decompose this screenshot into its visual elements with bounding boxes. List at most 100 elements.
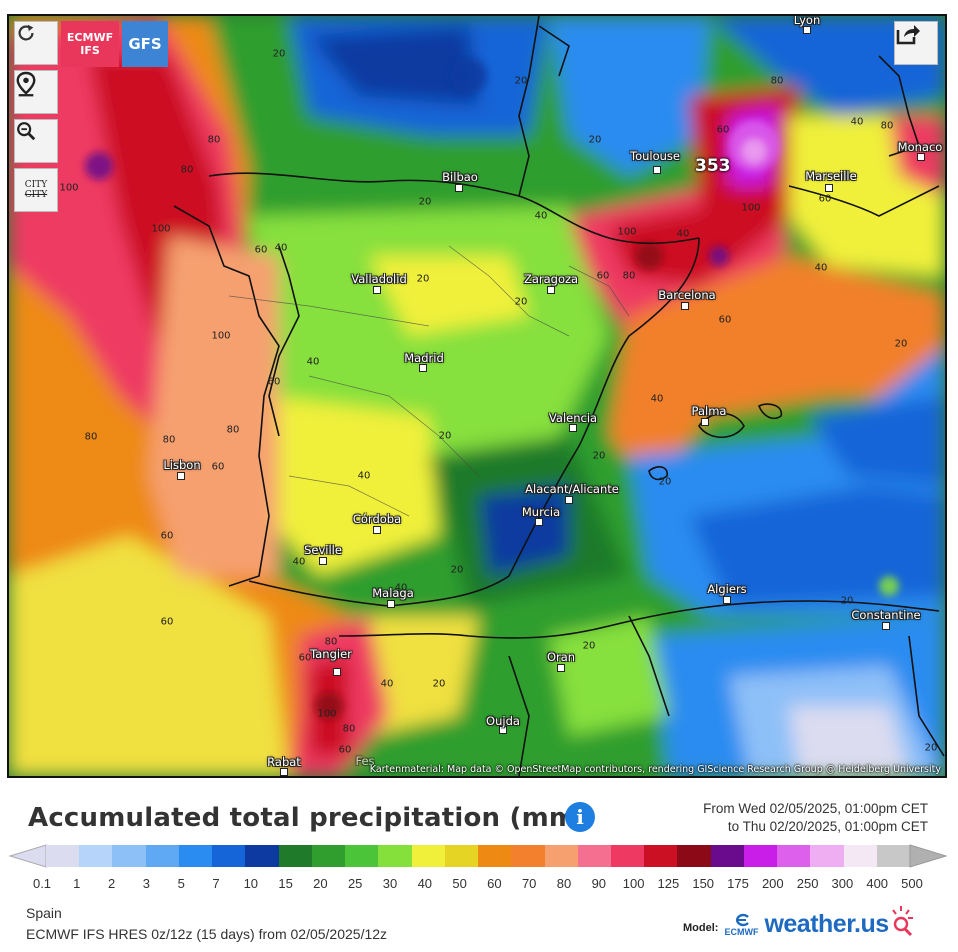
color-swatch [777,845,811,867]
scale-tick-label: 400 [866,876,889,891]
city-label: Madrid [404,351,444,365]
zoom-out-button[interactable] [14,119,58,163]
color-swatch [644,845,678,867]
contour-label: 20 [272,48,286,60]
city-marker [803,26,811,34]
contour-label: 80 [880,120,894,132]
contour-label: 40 [676,228,690,240]
contour-label: 20 [514,75,528,87]
city-label: Monaco [897,140,943,154]
color-scale-ticks: 0.1 1 2 3 5 7 10 15 20 25 30 40 50 60 70 80 90 100 125 150 1… [0,876,958,894]
city-toggle-button[interactable]: CITY CITY [14,168,58,212]
color-swatch [79,845,113,867]
city-label: Constantine [851,608,921,622]
contour-label: 60 [211,461,225,473]
share-icon [896,25,920,45]
contour-label: 80 [180,164,194,176]
color-swatch [577,845,611,867]
contour-label: 80 [162,434,176,446]
scale-tick-label: 175 [727,876,749,891]
city-label: Palma [691,404,727,418]
scale-tick-label: 300 [831,876,854,891]
contour-label: 40 [380,678,394,690]
brand-area: Model: ECMWF weather.us [683,905,917,939]
city-marker [535,518,543,526]
color-swatch [178,845,213,867]
color-swatch [610,845,645,867]
city-label: Fes [355,754,375,768]
ecmwf-logo-icon [736,913,750,926]
ecmwf-label: ECMWF [66,31,114,44]
model-description: ECMWF IFS HRES 0z/12z (15 days) from 02/… [26,926,388,942]
precipitation-map[interactable]: 20 80 80 100 100 100 60 40 40 60 80 80 8… [7,14,947,778]
city-label-bottom: CITY [24,190,48,200]
city-label: Malaga [372,586,414,600]
city-marker [825,184,833,192]
location-button[interactable] [14,70,58,114]
contour-label: 20 [514,296,528,308]
scale-tick-label: 25 [347,876,363,891]
share-button[interactable] [894,21,938,65]
info-button[interactable]: i [565,802,595,832]
contour-label: 20 [658,476,672,488]
contour-label: 100 [317,708,337,720]
scale-tick-label: 100 [622,876,645,891]
city-label: Lisbon [163,458,201,472]
color-swatch [212,845,246,867]
city-label: Oujda [486,714,520,728]
scale-tick-label: 40 [417,876,433,891]
period-from: From Wed 02/05/2025, 01:00pm CET [703,801,928,816]
scale-tick-label: 500 [901,876,923,891]
scale-tick-label: 2 [107,876,116,891]
color-swatch [245,845,279,867]
city-marker [333,668,341,676]
contour-label: 20 [438,430,452,442]
zoom-out-icon [17,122,36,141]
contour-label: 100 [741,202,761,214]
city-marker [455,184,463,192]
color-swatch [46,845,80,867]
contour-label: 80 [342,723,356,735]
contour-label: 60 [338,744,352,756]
color-swatch [843,845,877,867]
contour-label: 80 [207,134,221,146]
forecast-period: From Wed 02/05/2025, 01:00pm CET to Thu … [703,800,928,836]
city-marker [387,600,395,608]
model-gfs-button[interactable]: GFS [122,21,168,67]
contour-label: 20 [588,134,602,146]
city-marker [882,622,890,630]
model-ecmwf-ifs-button[interactable]: ECMWF IFS [61,21,119,67]
city-label: Rabat [267,755,301,769]
city-label: Zaragoza [523,272,579,286]
reload-icon [18,24,34,41]
city-label: Seville [304,543,342,557]
contour-label: 20 [924,742,938,754]
ecmwf-logo-text: ECMWF [724,926,759,937]
city-marker [319,557,327,565]
color-swatch [145,845,179,867]
contour-label: 20 [418,196,432,208]
contour-label: 80 [622,270,636,282]
color-swatch [677,845,711,867]
reload-button[interactable] [14,21,58,65]
city-marker [373,286,381,294]
city-label: Algiers [707,582,747,596]
city-label: Barcelona [658,288,716,302]
weather-us-logo[interactable]: weather.us [764,910,889,938]
contour-label: 20 [582,640,596,652]
city-marker [917,153,925,161]
color-swatch [278,845,312,867]
legend-title: Accumulated total precipitation (mm) [28,803,589,833]
scale-tick-label: 20 [313,876,328,891]
contour-label: 80 [226,424,240,436]
scale-tick-label: 125 [657,876,680,891]
contour-label: 100 [211,330,231,342]
scale-tick-label: 60 [487,876,502,891]
color-swatch [876,845,911,867]
contour-label: 100 [617,226,637,238]
contour-label: 60 [267,376,281,388]
scale-tick-label: 90 [591,876,607,891]
contour-label: 40 [357,470,371,482]
city-label: Lyon [793,14,821,27]
sun-magnifier-icon [891,905,913,936]
